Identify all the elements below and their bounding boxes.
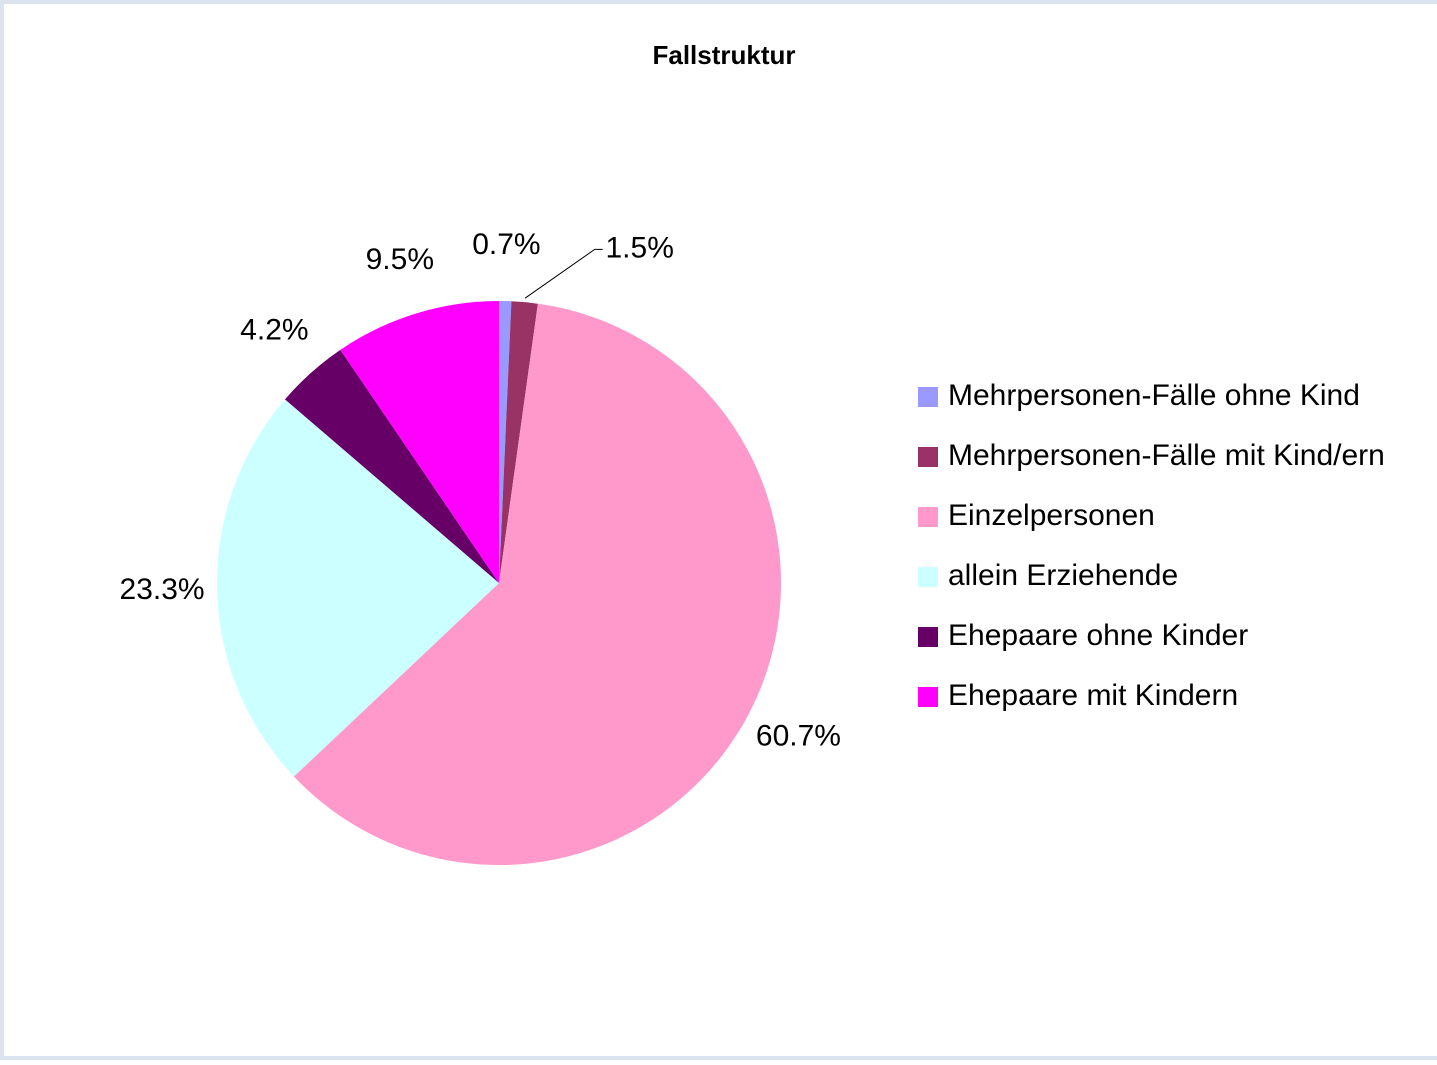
pie-slice <box>284 349 499 583</box>
data-label: 1.5% <box>605 231 673 264</box>
legend-swatch <box>918 387 938 407</box>
legend-swatch <box>918 687 938 707</box>
pie-slice <box>340 301 499 583</box>
chart-title: Fallstruktur <box>652 40 795 70</box>
data-label: 9.5% <box>366 243 434 276</box>
legend-swatch <box>918 507 938 527</box>
legend-swatch <box>918 567 938 587</box>
data-label: 0.7% <box>472 228 540 261</box>
legend-label: Mehrpersonen-Fälle ohne Kind <box>948 379 1360 412</box>
legend-label: Einzelpersonen <box>948 499 1155 532</box>
legend-label: Ehepaare ohne Kinder <box>948 619 1248 652</box>
legend-label: Mehrpersonen-Fälle mit Kind/ern <box>948 439 1385 472</box>
legend-swatch <box>918 447 938 467</box>
data-label: 23.3% <box>120 573 205 606</box>
legend-label: Ehepaare mit Kindern <box>948 679 1238 712</box>
pie-slice <box>293 303 781 865</box>
data-label: 60.7% <box>756 719 841 752</box>
legend-swatch <box>918 627 938 647</box>
pie-slice <box>499 301 538 583</box>
data-label: 4.2% <box>240 314 308 347</box>
legend-label: allein Erziehende <box>948 559 1178 592</box>
leader-line <box>524 248 603 299</box>
pie-slice <box>216 399 499 777</box>
pie-slice <box>499 301 512 583</box>
